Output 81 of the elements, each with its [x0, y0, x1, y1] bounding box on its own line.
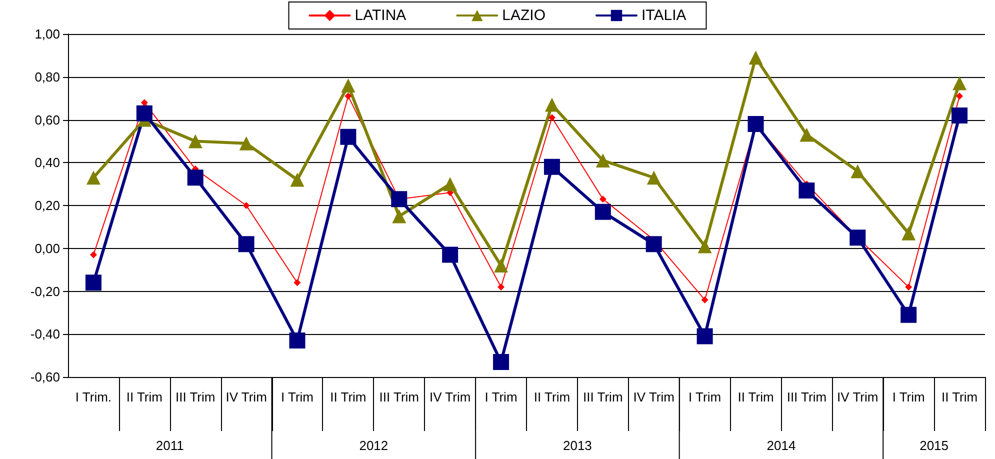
point: [698, 239, 712, 254]
point: [748, 116, 764, 132]
point: [696, 328, 713, 344]
text: 2015: [920, 438, 949, 453]
x-tick-label: III Trim: [786, 390, 827, 404]
x-tick-label: IV Trim: [429, 390, 471, 404]
y-tick-label: 0,80: [34, 69, 60, 84]
point: [140, 99, 148, 106]
legend-label: LAZIO: [502, 7, 546, 24]
point: [494, 258, 508, 273]
point: [701, 296, 708, 304]
text: 2014: [766, 438, 796, 453]
y-tick-label: 0,60: [34, 112, 60, 128]
point: [952, 76, 967, 90]
point: [341, 78, 356, 92]
point: [340, 128, 356, 145]
x-tick-label: IV Trim: [226, 390, 267, 404]
point: [544, 98, 559, 112]
point: [900, 306, 917, 323]
point: [239, 136, 254, 150]
y-tick-label: 0,00: [34, 240, 60, 256]
point: [90, 251, 97, 258]
point: [498, 283, 505, 290]
text: 2011: [156, 438, 184, 453]
point: [748, 50, 763, 65]
point: [956, 92, 964, 100]
point: [294, 279, 301, 286]
point: [187, 170, 204, 186]
y-tick-label: -0,40: [30, 326, 60, 342]
y-tick-label: 0,40: [34, 155, 60, 170]
x-tick-label: III Trim: [379, 390, 419, 404]
x-tick-label: I Trim: [892, 390, 925, 404]
y-tick-label: 0,20: [34, 198, 60, 213]
x-tick-label: I Trim: [484, 390, 518, 404]
x-tick-label: II Trim: [738, 390, 774, 404]
point: [238, 236, 254, 252]
point: [493, 354, 510, 370]
x-tick-label: II Trim: [534, 390, 570, 404]
point: [85, 274, 102, 291]
x-tick-label: I Trim: [688, 390, 722, 404]
point: [548, 114, 556, 122]
x-tick-label: II Trim: [126, 390, 162, 404]
point: [800, 128, 814, 142]
point: [392, 209, 406, 224]
point: [850, 230, 866, 246]
point: [242, 202, 250, 209]
point: [599, 196, 606, 203]
point: [646, 236, 662, 252]
y-tick-label: 1,00: [34, 26, 60, 42]
point: [289, 332, 306, 349]
point: [596, 153, 610, 168]
point: [798, 182, 815, 198]
point: [136, 105, 152, 122]
legend-label: LATINA: [354, 7, 406, 24]
x-tick-label: II Trim: [941, 390, 978, 404]
x-tick-label: I Trim.: [75, 390, 112, 404]
y-tick-label: -0,60: [30, 370, 60, 384]
point: [850, 164, 865, 178]
x-tick-label: III Trim: [583, 390, 623, 404]
point: [952, 107, 968, 124]
text: 2013: [562, 438, 592, 453]
point: [443, 177, 458, 192]
x-tick-label: I Trim: [281, 390, 314, 404]
point: [902, 226, 916, 240]
point: [188, 134, 202, 148]
point: [391, 191, 408, 208]
x-tick-label: II Trim: [330, 390, 366, 404]
legend-label: ITALIA: [642, 7, 686, 24]
point: [544, 158, 560, 175]
point: [594, 204, 611, 220]
x-tick-label: IV Trim: [633, 390, 674, 404]
x-tick-label: III Trim: [176, 390, 216, 404]
y-tick-label: -0,20: [30, 284, 60, 299]
point: [344, 92, 352, 100]
text: 2012: [359, 438, 388, 453]
x-tick-label: IV Trim: [837, 390, 878, 404]
point: [905, 283, 912, 290]
point: [290, 172, 304, 187]
point: [646, 170, 661, 185]
point: [442, 246, 458, 263]
point: [86, 170, 100, 185]
